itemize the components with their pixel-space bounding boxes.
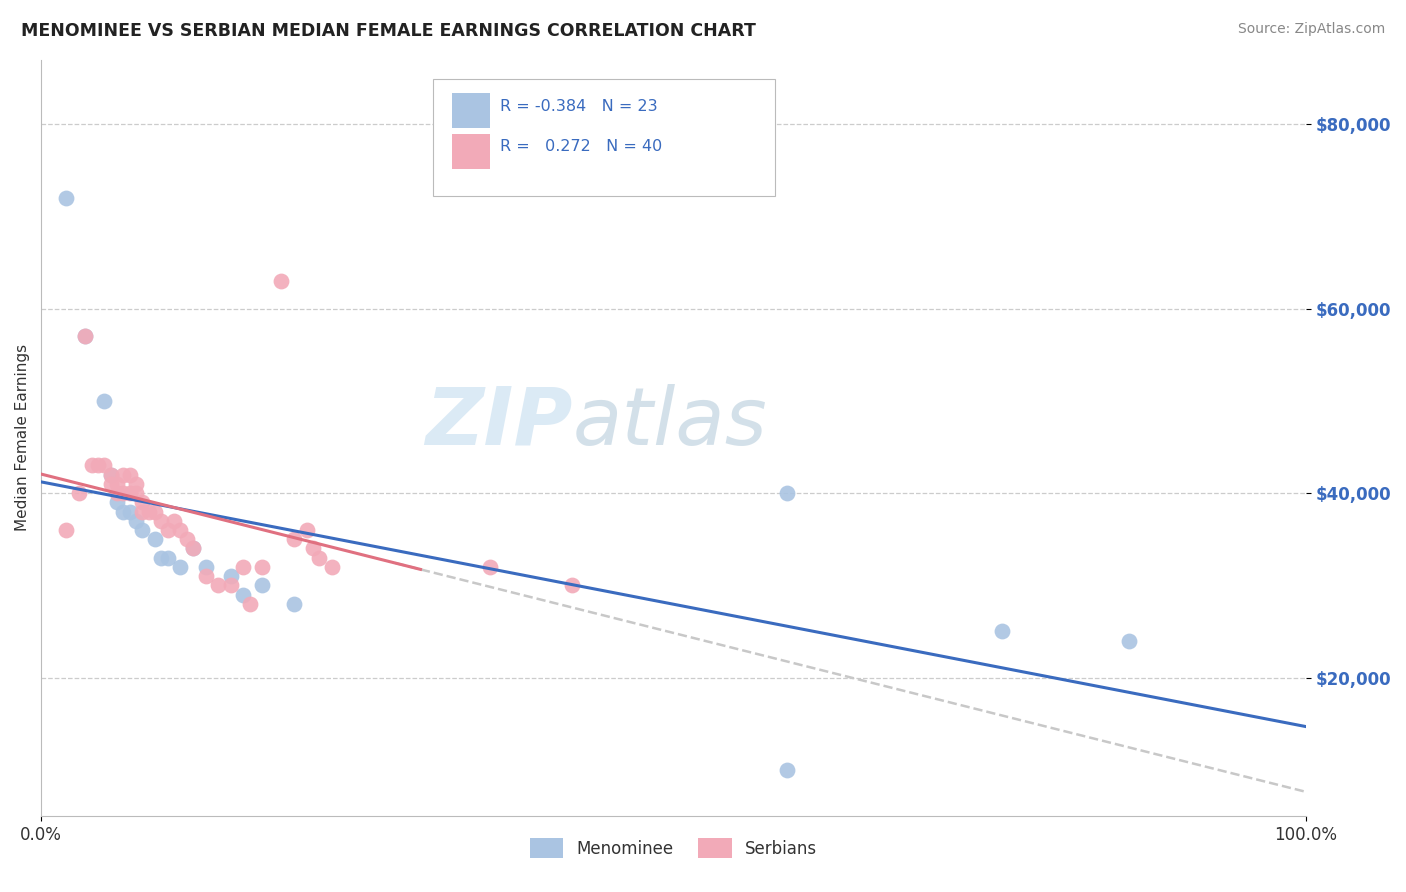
Point [194, 560, 217, 574]
Point [207, 578, 229, 592]
Point [283, 597, 305, 611]
FancyBboxPatch shape [433, 78, 775, 195]
Point [112, 467, 135, 482]
Point [169, 523, 191, 537]
Point [87, 458, 110, 473]
Point [131, 505, 153, 519]
Point [138, 505, 160, 519]
Point [776, 486, 799, 500]
Point [105, 495, 128, 509]
Point [232, 588, 254, 602]
Point [80, 458, 103, 473]
Point [181, 541, 204, 556]
Point [118, 486, 141, 500]
Point [991, 624, 1014, 639]
Point [125, 477, 148, 491]
Point [105, 477, 128, 491]
Point [118, 505, 141, 519]
Point [156, 523, 179, 537]
Point [194, 569, 217, 583]
Point [143, 533, 166, 547]
Point [283, 533, 305, 547]
Point [100, 467, 122, 482]
Point [125, 514, 148, 528]
Point [105, 486, 128, 500]
Point [252, 560, 274, 574]
Point [131, 495, 153, 509]
Point [100, 467, 122, 482]
Bar [453, 135, 491, 169]
Bar [453, 93, 491, 128]
Point [93, 393, 115, 408]
Text: Source: ZipAtlas.com: Source: ZipAtlas.com [1237, 22, 1385, 37]
Point [112, 505, 135, 519]
Point [55, 191, 77, 205]
Point [239, 597, 262, 611]
Text: ZIP: ZIP [425, 384, 572, 462]
Point [75, 329, 97, 343]
Point [112, 486, 135, 500]
Point [308, 550, 330, 565]
Point [295, 523, 318, 537]
Point [125, 486, 148, 500]
Point [776, 763, 799, 777]
Point [163, 514, 186, 528]
Point [93, 458, 115, 473]
Point [55, 523, 77, 537]
Text: R = -0.384   N = 23: R = -0.384 N = 23 [501, 99, 658, 114]
Point [232, 560, 254, 574]
Text: MENOMINEE VS SERBIAN MEDIAN FEMALE EARNINGS CORRELATION CHART: MENOMINEE VS SERBIAN MEDIAN FEMALE EARNI… [21, 22, 756, 40]
Point [150, 550, 173, 565]
Point [131, 523, 153, 537]
Point [100, 477, 122, 491]
Point [561, 578, 583, 592]
Text: R =   0.272   N = 40: R = 0.272 N = 40 [501, 139, 662, 154]
Point [1118, 633, 1140, 648]
Point [252, 578, 274, 592]
Point [75, 329, 97, 343]
Point [143, 505, 166, 519]
Point [156, 550, 179, 565]
Point [67, 486, 90, 500]
Point [270, 274, 292, 288]
Point [219, 578, 242, 592]
Point [169, 560, 191, 574]
Point [181, 541, 204, 556]
Point [302, 541, 325, 556]
Point [479, 560, 502, 574]
Y-axis label: Median Female Earnings: Median Female Earnings [15, 344, 30, 532]
Point [219, 569, 242, 583]
Point [118, 467, 141, 482]
Text: atlas: atlas [572, 384, 766, 462]
Point [321, 560, 343, 574]
Point [176, 533, 198, 547]
Legend: Menominee, Serbians: Menominee, Serbians [523, 832, 824, 864]
Point [150, 514, 173, 528]
